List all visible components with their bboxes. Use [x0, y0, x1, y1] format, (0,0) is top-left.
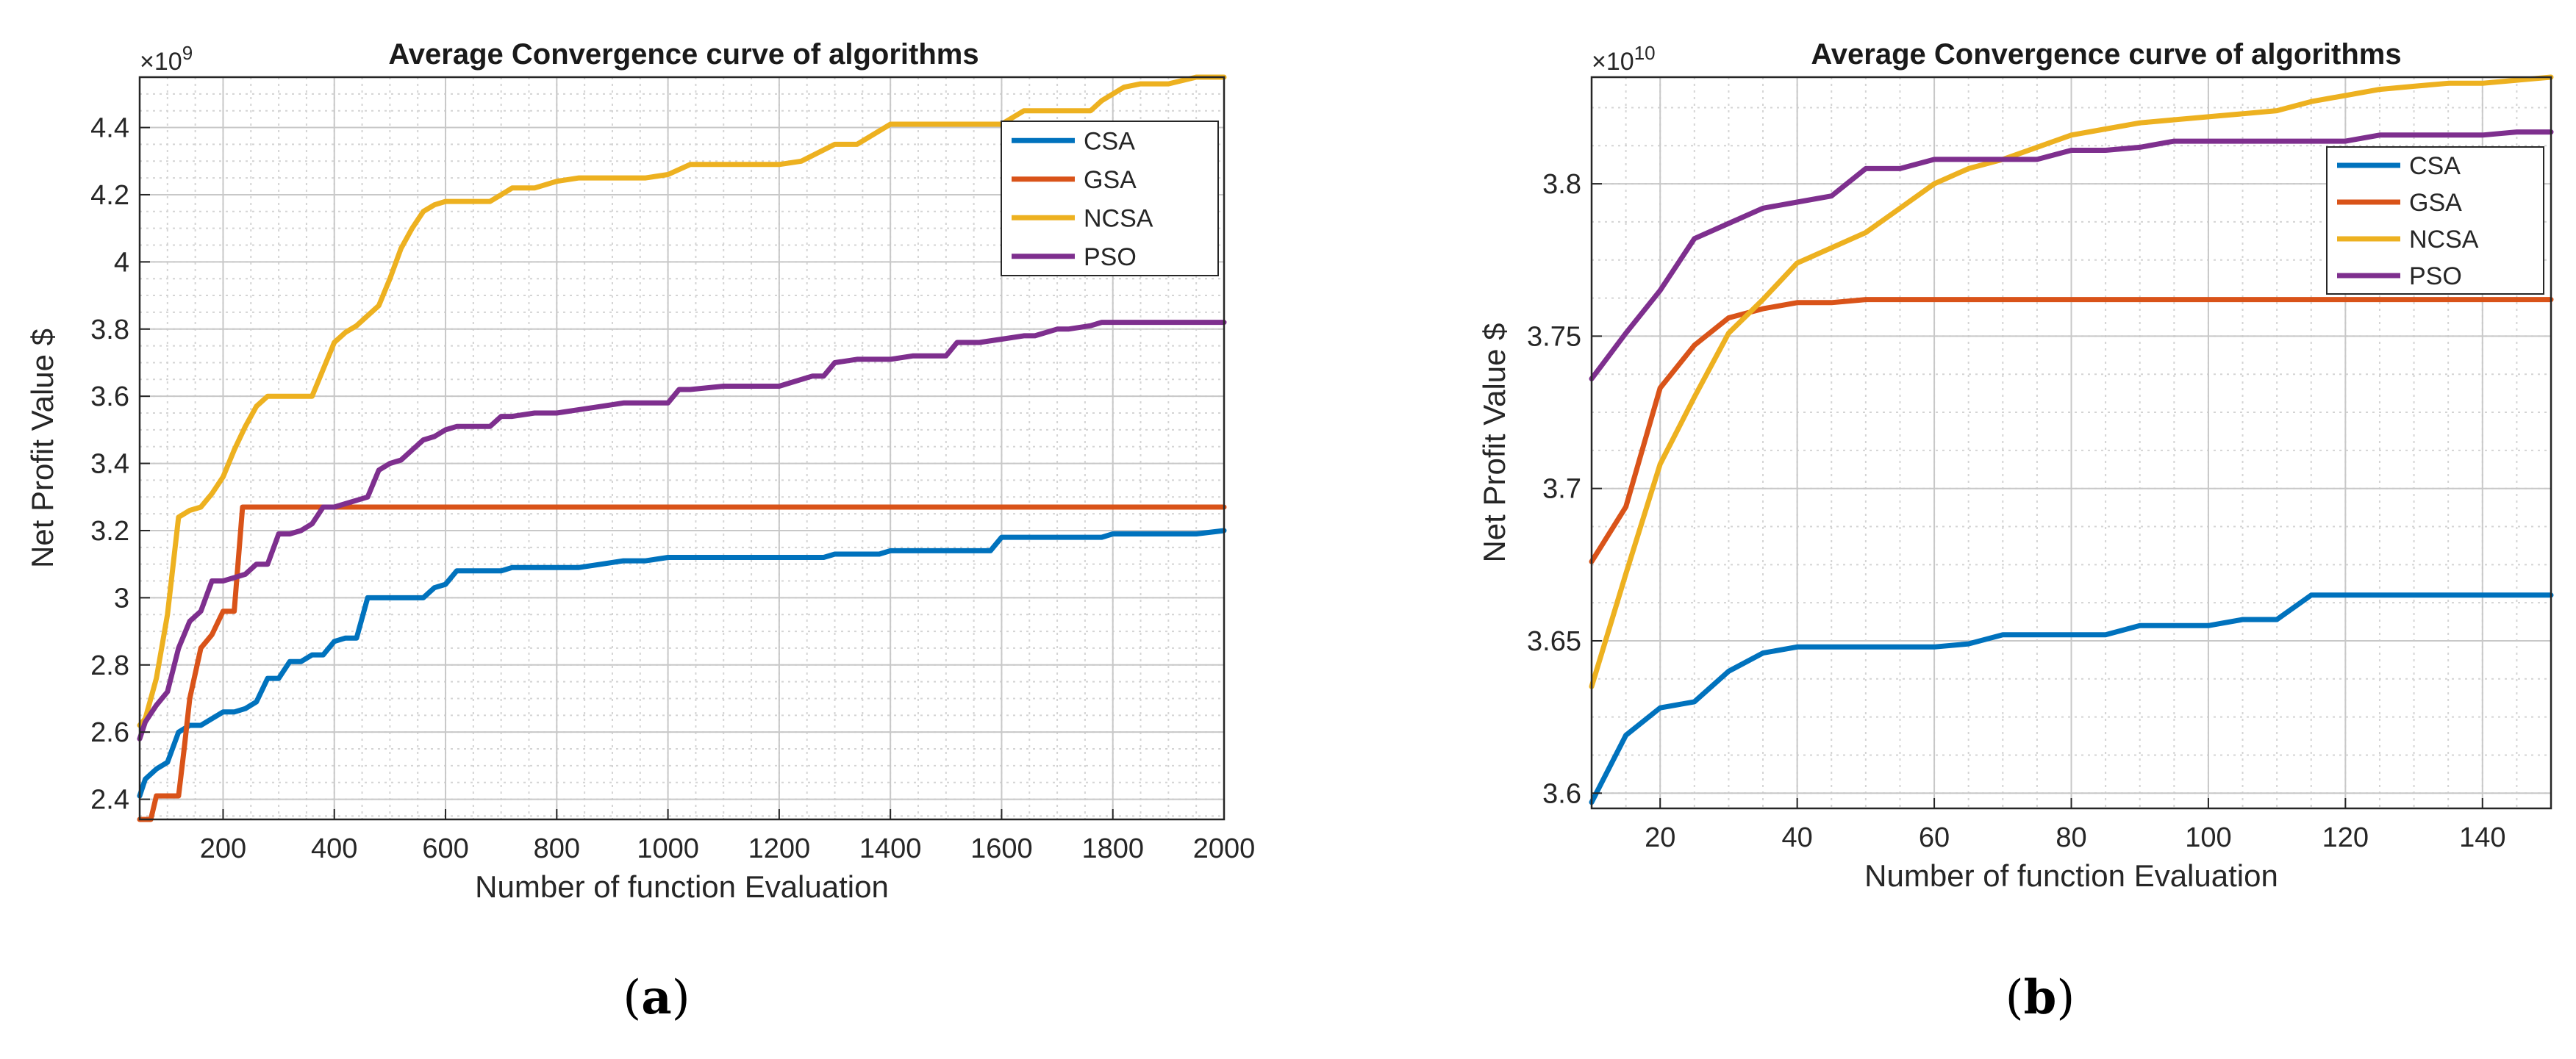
y-exponent-label: ×109	[140, 42, 193, 76]
grid	[1591, 77, 2552, 808]
y-axis-label: Net Profit Value $	[1477, 323, 1511, 562]
y-tick-label: 3.8	[90, 315, 129, 345]
chart-a: 200 400 600 800 1000 1200 1400 1600 1800 2000 2.4 2…	[25, 38, 1255, 904]
y-tick-label: 4	[114, 247, 129, 278]
x-tick-label: 200	[200, 833, 246, 864]
x-tick-label: 80	[2056, 822, 2086, 853]
x-tick-label: 1000	[637, 833, 699, 864]
x-tick-label: 40	[1782, 822, 1813, 853]
x-axis-label: Number of function Evaluation	[1864, 858, 2278, 893]
y-tick-label: 3.65	[1527, 626, 1581, 657]
legend-box	[1001, 121, 1219, 276]
legend-label-csa: CSA	[2409, 152, 2461, 180]
x-tick-label: 1400	[859, 833, 922, 864]
caption-b-letter: b	[2023, 970, 2057, 1025]
legend-label-pso: PSO	[1084, 243, 1137, 271]
series-line-pso	[137, 320, 1227, 742]
series-line-gsa	[137, 504, 1227, 822]
x-tick-label: 20	[1645, 822, 1675, 853]
x-tick-label: 2000	[1193, 833, 1256, 864]
series-line-ncsa	[1589, 74, 2554, 689]
legend-label-pso: PSO	[2409, 262, 2462, 290]
x-tick-label: 400	[311, 833, 357, 864]
series-line-pso	[1589, 129, 2554, 381]
legend-label-gsa: GSA	[2409, 189, 2462, 217]
x-tick-label: 1600	[970, 833, 1033, 864]
series-group	[1589, 74, 2554, 805]
chart-b: 20 40 60 80 100 120 140 3.6 3.65 3.7 3.75 3.8 ×1010 A…	[1477, 38, 2554, 893]
x-tick-label: 600	[422, 833, 468, 864]
y-exponent-label: ×1010	[1592, 42, 1656, 76]
y-tick-label: 3.2	[90, 516, 129, 547]
y-tick-label: 3.8	[1542, 169, 1581, 200]
y-tick-label: 3.75	[1527, 321, 1581, 352]
y-tick-label: 3.6	[1542, 778, 1581, 809]
series-line-csa	[137, 528, 1227, 799]
y-tick-label: 4.2	[90, 180, 129, 211]
y-tick-label: 2.4	[90, 785, 129, 816]
legend-box	[2326, 146, 2544, 295]
series-line-gsa	[1589, 297, 2554, 564]
x-tick-label: 120	[2322, 822, 2369, 853]
x-tick-label: 800	[534, 833, 580, 864]
chart-title: Average Convergence curve of algorithms	[388, 38, 978, 71]
y-tick-label: 3.4	[90, 449, 129, 480]
y-tick-label: 3.7	[1542, 474, 1581, 505]
legend: CSA GSA NCSA PSO	[2326, 146, 2544, 295]
x-tick-label: 140	[2459, 822, 2505, 853]
y-tick-label: 2.8	[90, 650, 129, 681]
caption-a-letter: a	[641, 970, 672, 1025]
x-tick-label: 60	[1919, 822, 1950, 853]
y-tick-label: 2.6	[90, 717, 129, 748]
legend-label-gsa: GSA	[1084, 166, 1137, 194]
legend-label-ncsa: NCSA	[1084, 204, 1153, 232]
y-tick-label: 3.6	[90, 381, 129, 412]
chart-title: Average Convergence curve of algorithms	[1811, 38, 2401, 71]
caption-b: (b)	[2005, 970, 2075, 1025]
x-tick-label: 1800	[1081, 833, 1144, 864]
caption-a: (a)	[623, 970, 690, 1025]
legend-label-ncsa: NCSA	[2409, 226, 2479, 254]
series-line-csa	[1589, 592, 2554, 805]
y-axis-label: Net Profit Value $	[25, 329, 60, 568]
x-tick-label: 1200	[748, 833, 811, 864]
x-tick-label: 100	[2185, 822, 2231, 853]
y-tick-label: 3	[114, 583, 129, 614]
y-tick-label: 4.4	[90, 113, 129, 144]
y-exponent-power: 10	[1634, 42, 1656, 64]
series-group	[137, 74, 1227, 822]
legend: CSA GSA NCSA PSO	[1001, 121, 1219, 276]
x-axis-label: Number of function Evaluation	[475, 869, 889, 904]
legend-label-csa: CSA	[1084, 127, 1135, 155]
grid	[139, 76, 1225, 819]
y-exponent-power: 9	[182, 42, 193, 64]
axes-box	[138, 76, 1226, 821]
